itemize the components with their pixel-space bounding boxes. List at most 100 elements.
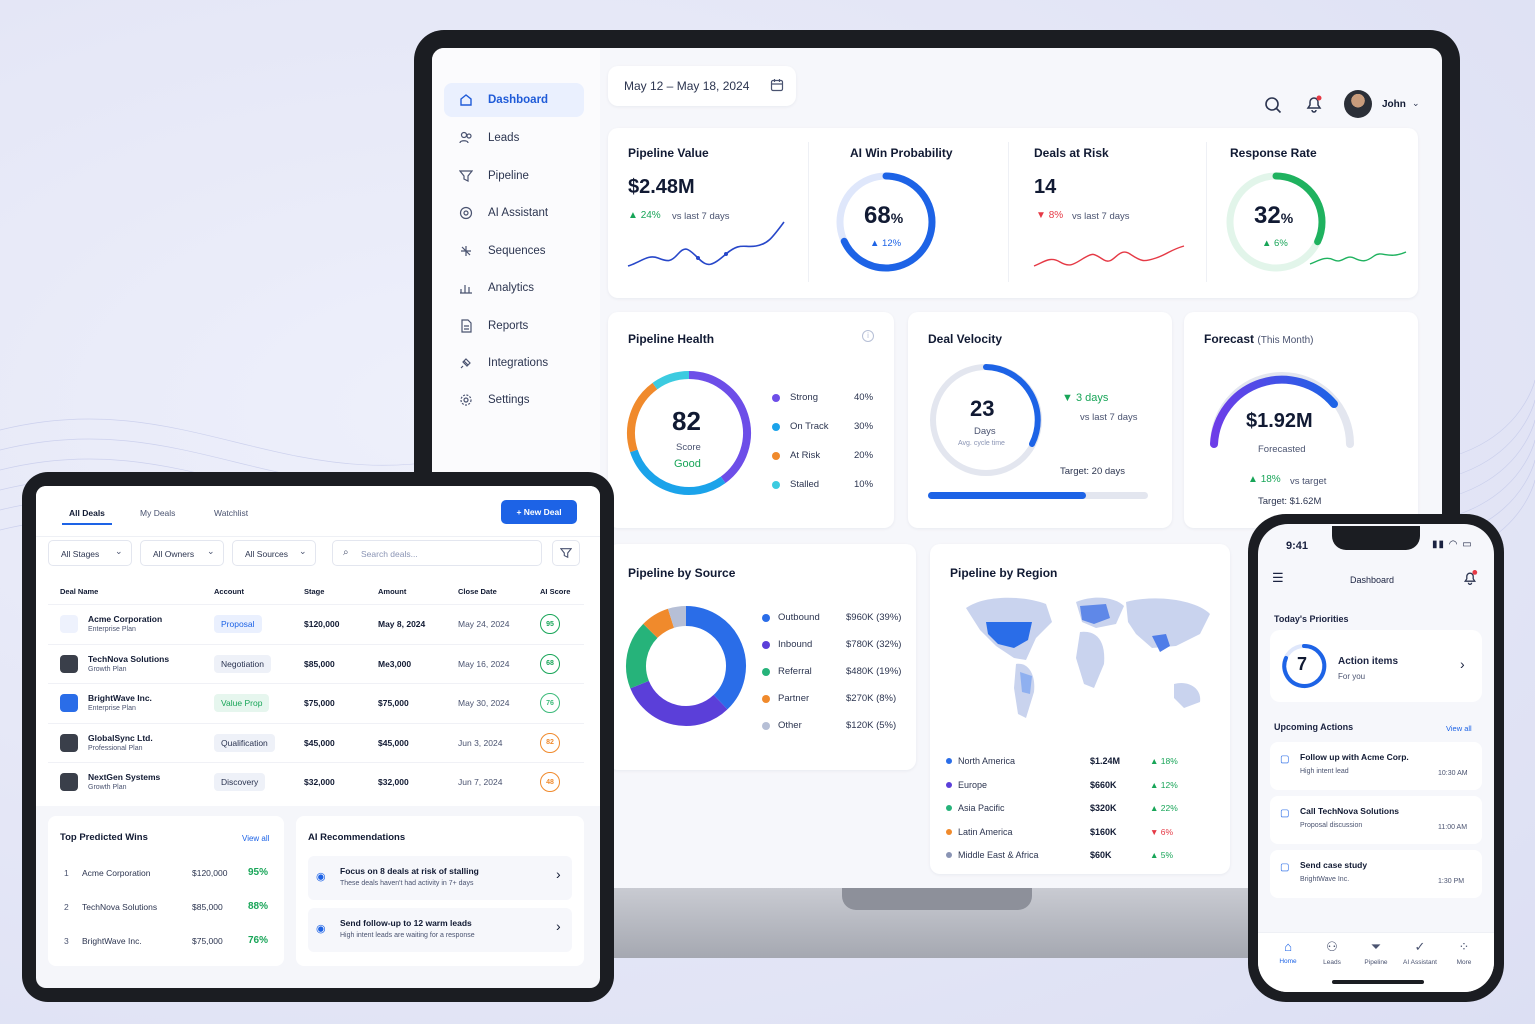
tab-all-deals[interactable]: All Deals xyxy=(69,508,105,518)
status-time: 9:41 xyxy=(1286,540,1309,552)
action-icon: ▢ xyxy=(1280,808,1290,819)
action-count: 7 xyxy=(1297,654,1308,674)
user-name[interactable]: John xyxy=(1382,99,1406,110)
deal-amount-secondary: $45,000 xyxy=(378,737,409,748)
sidebar-item-sequences[interactable]: Sequences xyxy=(444,234,584,268)
velocity-change: ▼ 3 days xyxy=(1062,392,1109,404)
view-all-link[interactable]: View all xyxy=(1446,724,1472,733)
deal-plan: Growth Plan xyxy=(88,665,127,673)
action-items-card[interactable]: 7 Action items For you › xyxy=(1270,630,1482,702)
sidebar-item-settings[interactable]: Settings xyxy=(444,383,584,417)
sidebar-item-ai-assistant[interactable]: AI Assistant xyxy=(444,196,584,230)
response-value: 32% xyxy=(1254,202,1294,229)
deal-name: TechNova Solutions xyxy=(88,653,170,664)
view-all-link[interactable]: View all xyxy=(242,834,270,843)
donut-segment-other xyxy=(667,606,687,628)
velocity-value: 23 xyxy=(970,396,995,421)
calendar-icon xyxy=(770,78,784,97)
menu-icon[interactable]: ☰ xyxy=(1272,570,1284,585)
tab-more[interactable]: ⁘ More xyxy=(1442,939,1486,979)
action-time: 10:30 AM xyxy=(1438,770,1468,777)
upcoming-action-item[interactable]: ▢ Follow up with Acme Corp. High intent le… xyxy=(1270,742,1482,790)
notification-bell-icon[interactable] xyxy=(1304,94,1324,119)
phone-title: Dashboard xyxy=(1350,575,1395,585)
sidebar-item-analytics[interactable]: Analytics xyxy=(444,271,584,305)
action-title: Follow up with Acme Corp. xyxy=(1300,752,1409,762)
table-row[interactable]: NextGen Systems Growth Plan Discovery $32,0… xyxy=(48,762,584,801)
upcoming-action-item[interactable]: ▢ Send case study BrightWave Inc. 1:30 PM xyxy=(1270,850,1482,898)
close-date: Jun 3, 2024 xyxy=(458,737,503,748)
tab-watchlist[interactable]: Watchlist xyxy=(214,508,249,518)
tab-ai-assistant[interactable]: ✓ AI Assistant xyxy=(1398,939,1442,979)
new-deal-button[interactable]: + New Deal xyxy=(501,500,577,524)
sidebar-item-reports[interactable]: Reports xyxy=(444,309,584,343)
region-amount: $60K xyxy=(1090,850,1112,860)
deal-amount: $120,000 xyxy=(304,619,340,629)
avatar[interactable] xyxy=(1344,90,1372,118)
close-date: Jun 7, 2024 xyxy=(458,777,503,787)
win-name: Acme Corporation xyxy=(82,868,151,878)
filter-dropdown[interactable]: All Owners ⌄ xyxy=(140,540,224,566)
gear-icon xyxy=(458,205,474,221)
settings-icon xyxy=(458,392,474,408)
sidebar-item-label: Reports xyxy=(488,320,529,332)
health-score-label: Score xyxy=(676,442,701,453)
search-input[interactable]: ⌕ Search deals... xyxy=(332,540,542,566)
sidebar-item-pipeline[interactable]: Pipeline xyxy=(444,159,584,193)
ai-score-badge: 76 xyxy=(540,693,560,713)
donut-segment-strong xyxy=(688,371,751,484)
win-amount: $120,000 xyxy=(192,868,228,878)
close-date: May 24, 2024 xyxy=(458,619,510,629)
filter-label: All Stages xyxy=(61,549,100,559)
health-status: Good xyxy=(674,458,701,470)
recommendation-item[interactable]: ◉ Send follow-up to 12 warm leads High int… xyxy=(308,908,572,952)
chevron-down-icon[interactable]: ⌄ xyxy=(1412,98,1420,108)
tab-leads[interactable]: ⚇ Leads xyxy=(1310,939,1354,979)
legend-label: Partner xyxy=(778,693,810,704)
sidebar-item-label: Leads xyxy=(488,132,520,144)
legend-amount: $960K (39%) xyxy=(846,612,902,623)
table-row[interactable]: TechNova Solutions Growth Plan Negotiation… xyxy=(48,643,584,683)
card-title: Top Predicted Wins xyxy=(60,832,148,843)
tab-pipeline[interactable]: ⏷ Pipeline xyxy=(1354,939,1398,979)
velocity-unit: Days xyxy=(974,426,996,437)
funnel-icon xyxy=(458,168,474,184)
ai-assistant-icon: ✓ xyxy=(1414,939,1426,954)
upcoming-action-item[interactable]: ▢ Call TechNova Solutions Proposal discuss… xyxy=(1270,796,1482,844)
search-icon[interactable] xyxy=(1264,96,1282,119)
donut-segment-outbound xyxy=(685,606,746,710)
top-wins-card: Top Predicted Wins View all 1 Acme Corpor… xyxy=(48,816,284,966)
legend-dot xyxy=(946,758,952,764)
region-label: Europe xyxy=(958,779,988,790)
kpi-title: AI Win Probability xyxy=(850,146,953,160)
legend-amount: $270K (8%) xyxy=(846,693,897,704)
table-row[interactable]: BrightWave Inc. Enterprise Plan Value Prop… xyxy=(48,683,584,722)
filter-dropdown[interactable]: All Stages ⌄ xyxy=(48,540,132,566)
pipeline-sparkline xyxy=(627,221,785,267)
tab-my-deals[interactable]: My Deals xyxy=(140,508,176,518)
deal-plan: Growth Plan xyxy=(88,784,127,791)
win-rank: 3 xyxy=(64,936,69,946)
filter-dropdown[interactable]: All Sources ⌄ xyxy=(232,540,316,566)
sidebar-item-integrations[interactable]: Integrations xyxy=(444,346,584,380)
filter-icon[interactable] xyxy=(552,540,580,566)
tab-home[interactable]: ⌂ Home xyxy=(1266,939,1310,979)
table-row[interactable]: GlobalSync Ltd. Professional Plan Qualific… xyxy=(48,722,584,762)
recommendation-sub: High intent leads are waiting for a resp… xyxy=(340,932,475,939)
tablet-screen: All Deals My Deals Watchlist + New Deal … xyxy=(36,486,600,988)
action-icon: ▢ xyxy=(1280,754,1290,765)
date-range-picker[interactable]: May 12 – May 18, 2024 xyxy=(608,66,796,106)
filter-label: All Owners xyxy=(153,549,195,559)
recommendation-item[interactable]: ◉ Focus on 8 deals at risk of stalling The… xyxy=(308,856,572,900)
legend-dot xyxy=(772,481,780,489)
info-icon[interactable]: i xyxy=(862,330,874,342)
card-title: Pipeline Health xyxy=(628,332,715,346)
ai-score-badge: 68 xyxy=(540,653,560,674)
legend-dot xyxy=(762,695,770,703)
column-header: Close Date xyxy=(458,587,497,596)
forecast-note: vs target xyxy=(1290,476,1327,487)
sidebar-item-dashboard[interactable]: Dashboard xyxy=(444,83,584,117)
sidebar-item-leads[interactable]: Leads xyxy=(444,121,584,155)
table-row[interactable]: Acme Corporation Enterprise Plan Proposal $… xyxy=(48,604,584,643)
notification-bell-icon[interactable] xyxy=(1462,570,1478,591)
